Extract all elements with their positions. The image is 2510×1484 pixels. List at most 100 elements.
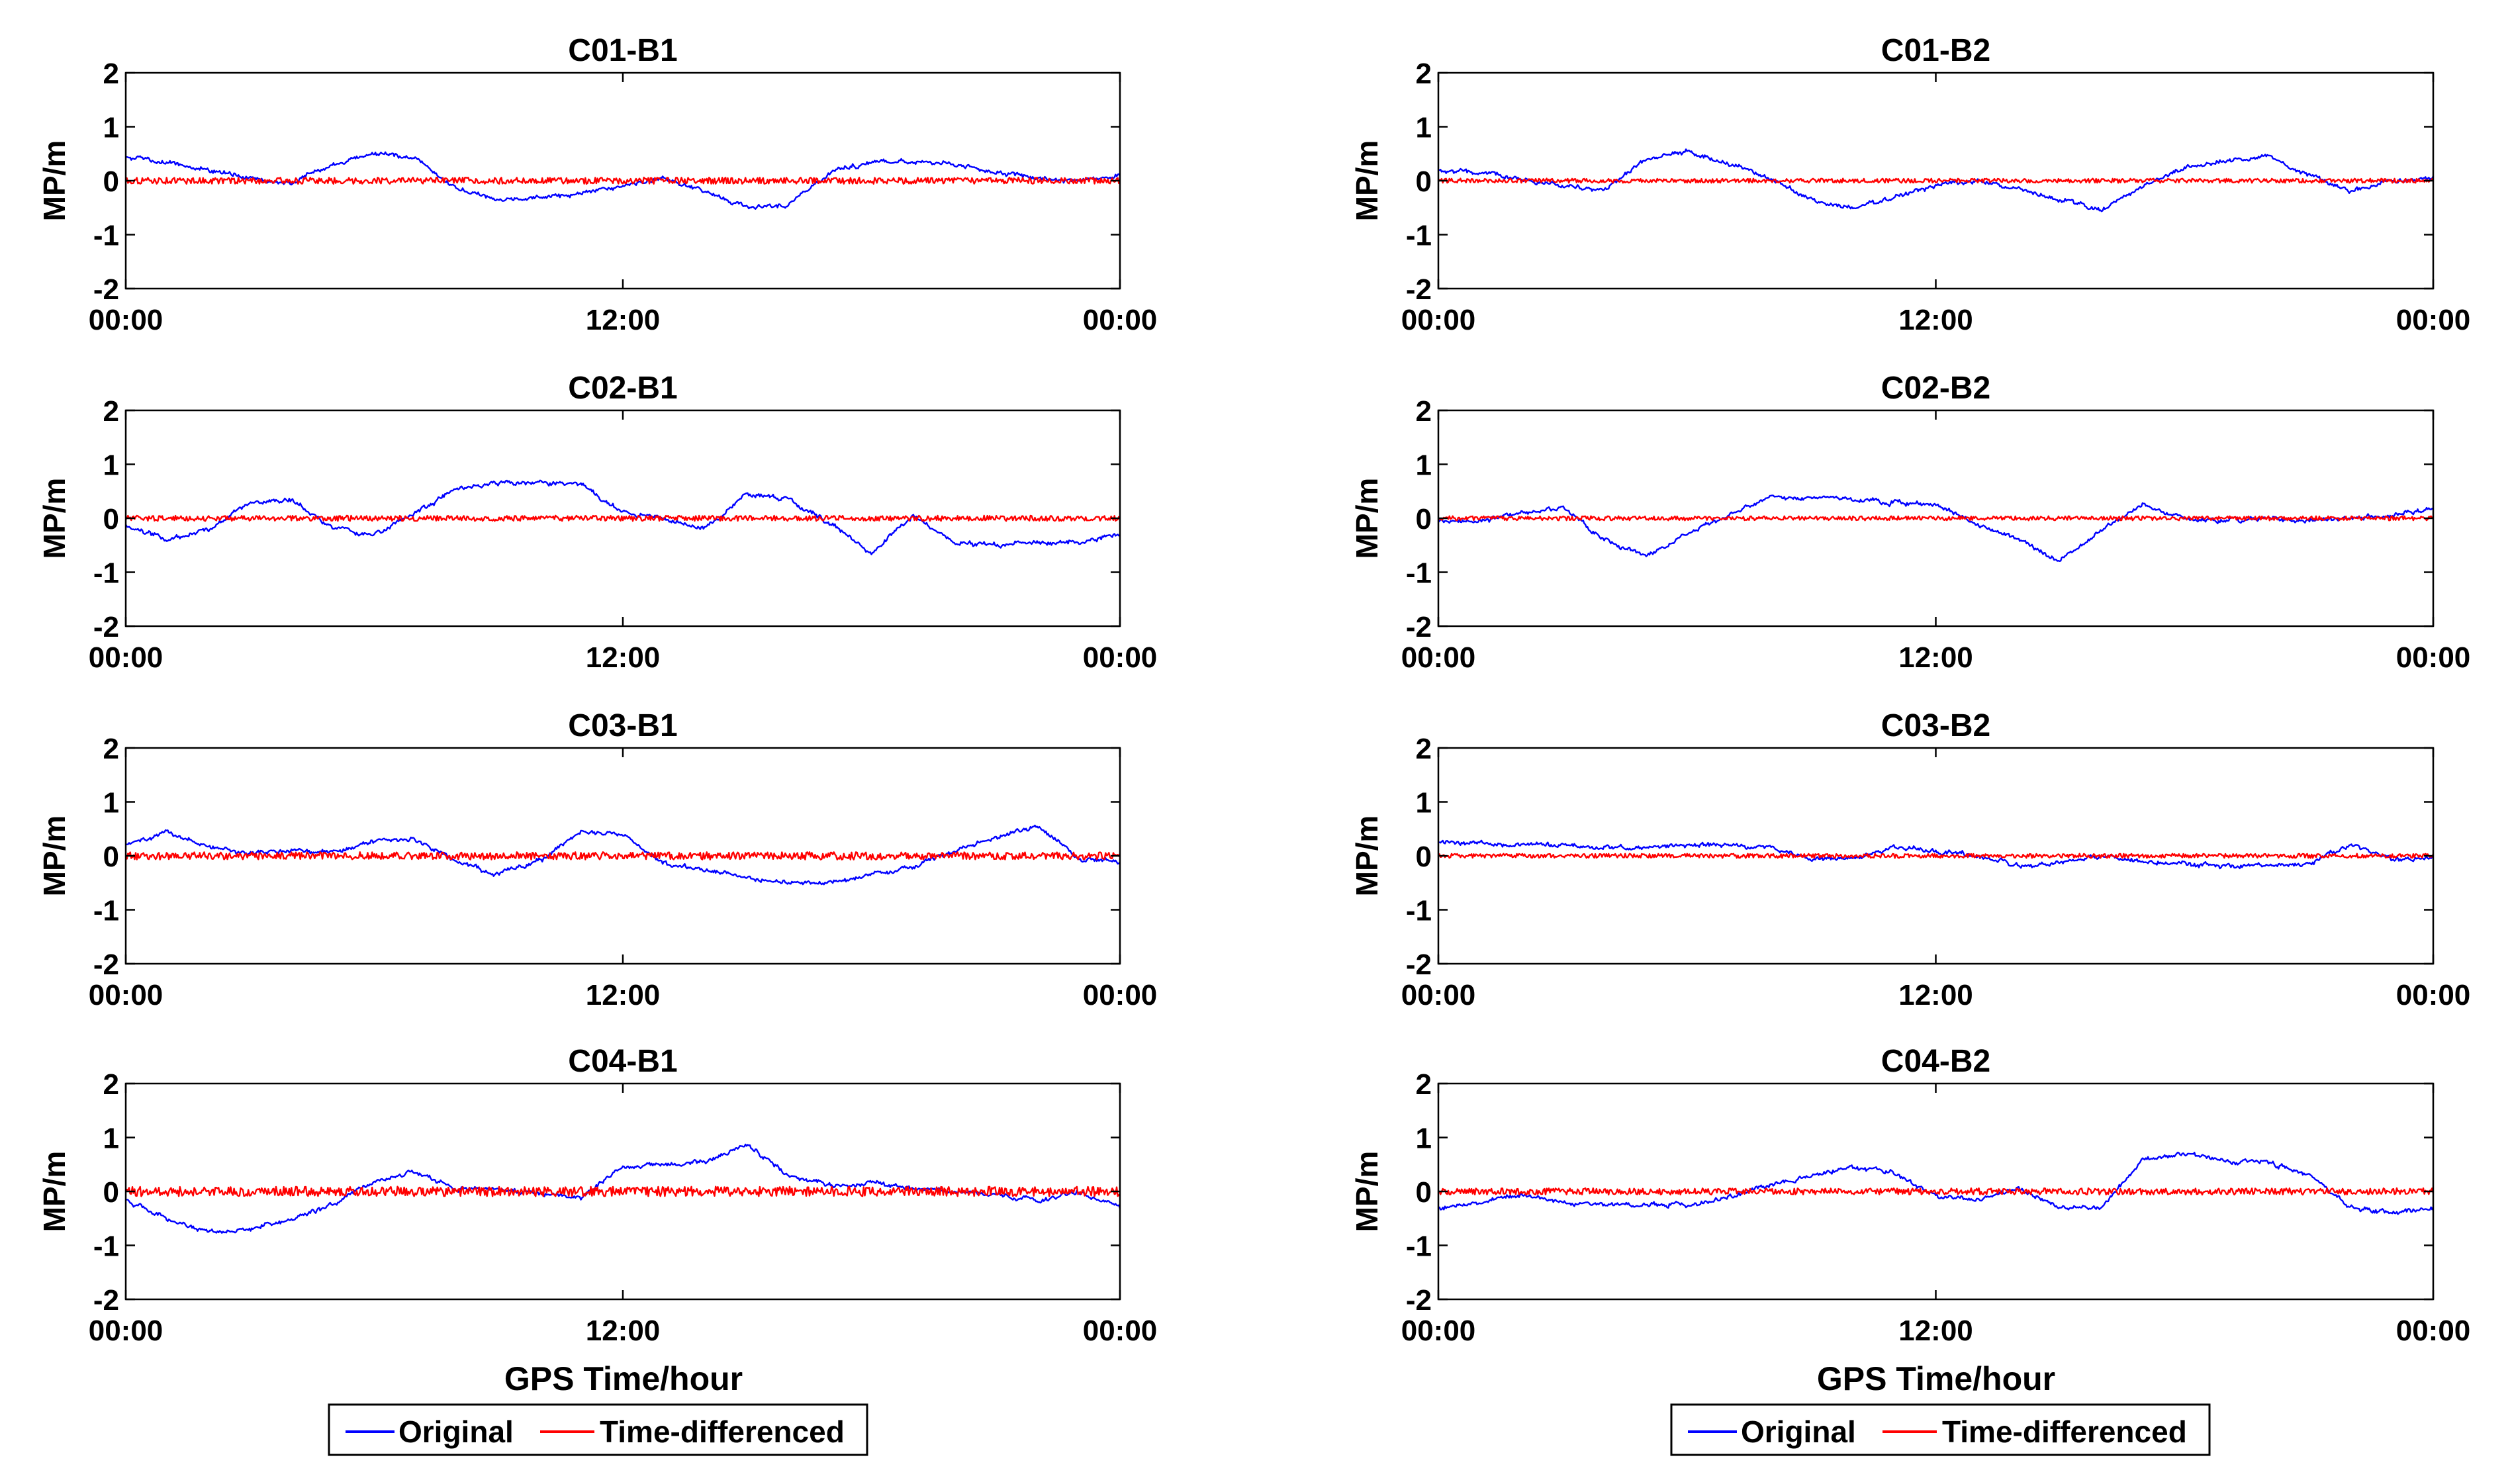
y-tick-label: 2 — [1416, 1068, 1432, 1101]
y-tick-label: 1 — [103, 1123, 119, 1155]
y-tick-label: 2 — [1416, 58, 1432, 90]
y-tick-label: 0 — [1416, 1176, 1432, 1209]
y-tick-label: 1 — [1416, 112, 1432, 144]
y-tick-label: -2 — [93, 273, 119, 306]
y-axis-label: MP/m — [1350, 1151, 1384, 1232]
y-tick-label: -1 — [93, 220, 119, 252]
x-tick-label: 00:00 — [1401, 641, 1476, 674]
x-tick-label: 00:00 — [1083, 641, 1158, 674]
legend-left: Original Time-differenced — [328, 1403, 868, 1456]
y-tick-label: 1 — [103, 787, 119, 819]
series-line-time-differenced — [124, 176, 1121, 185]
y-tick-label: -1 — [93, 1230, 119, 1263]
x-tick-label: 12:00 — [1898, 641, 1973, 674]
y-tick-label: -2 — [1406, 949, 1432, 981]
series-line-original — [1438, 1151, 2435, 1215]
series-line-time-differenced — [1437, 853, 2435, 859]
y-tick-label: 1 — [103, 449, 119, 482]
subplot-title: C04-B2 — [1881, 1044, 1990, 1079]
x-tick-label: 12:00 — [1898, 304, 1973, 336]
x-tick-label: 00:00 — [1083, 304, 1158, 336]
x-tick-label: 12:00 — [586, 1315, 661, 1347]
series-line-time-differenced — [1437, 177, 2435, 184]
y-axis-label: MP/m — [1350, 478, 1384, 559]
legend-label-original: Original — [1741, 1414, 1856, 1449]
x-tick-label: 12:00 — [586, 304, 661, 336]
x-tick-label: 00:00 — [1401, 1315, 1476, 1347]
y-tick-label: 1 — [1416, 449, 1432, 482]
y-tick-label: 2 — [103, 1068, 119, 1101]
legend-label-time-differenced: Time-differenced — [600, 1414, 845, 1449]
y-tick-label: -1 — [1406, 557, 1432, 590]
y-tick-label: -1 — [1406, 1230, 1432, 1263]
series-line-time-differenced — [124, 1185, 1121, 1197]
subplot-title: C04-B1 — [568, 1044, 677, 1079]
subplot-title: C02-B2 — [1881, 371, 1990, 406]
subplot-title: C02-B1 — [568, 371, 677, 406]
x-tick-label: 00:00 — [89, 979, 163, 1011]
y-axis-label: MP/m — [1350, 140, 1384, 222]
x-tick-label: 12:00 — [1898, 1315, 1973, 1347]
x-tick-label: 00:00 — [89, 641, 163, 674]
y-tick-label: 2 — [103, 733, 119, 765]
x-tick-label: 12:00 — [1898, 979, 1973, 1011]
y-tick-label: 1 — [1416, 787, 1432, 819]
series-line-original — [1438, 494, 2434, 562]
y-tick-label: 2 — [103, 58, 119, 90]
x-tick-label: 12:00 — [586, 979, 661, 1011]
y-tick-label: 1 — [103, 112, 119, 144]
x-tick-label: 00:00 — [2396, 641, 2471, 674]
y-tick-label: -1 — [1406, 220, 1432, 252]
series-line-time-differenced — [1438, 515, 2434, 522]
series-line-time-differenced — [124, 851, 1121, 860]
x-tick-label: 00:00 — [2396, 304, 2471, 336]
x-tick-label: 00:00 — [2396, 979, 2471, 1011]
series-line-time-differenced — [1438, 1187, 2435, 1196]
series-line-original — [125, 1143, 1121, 1234]
subplot-title: C03-B1 — [568, 708, 677, 743]
subplot-title: C01-B1 — [568, 33, 677, 68]
y-tick-label: -2 — [1406, 1284, 1432, 1317]
subplot-title: C03-B2 — [1881, 708, 1990, 743]
y-tick-label: 0 — [103, 1176, 119, 1209]
y-tick-label: -2 — [1406, 611, 1432, 643]
y-tick-label: -2 — [1406, 273, 1432, 306]
y-tick-label: -2 — [93, 611, 119, 643]
y-tick-label: 1 — [1416, 1123, 1432, 1155]
y-tick-label: 2 — [1416, 733, 1432, 765]
legend-label-original: Original — [398, 1414, 514, 1449]
y-axis-label: MP/m — [37, 478, 71, 559]
y-tick-label: -1 — [93, 557, 119, 590]
series-line-time-differenced — [125, 514, 1121, 522]
y-tick-label: 0 — [1416, 841, 1432, 873]
y-tick-label: 0 — [1416, 165, 1432, 198]
series-line-original — [125, 151, 1121, 210]
x-tick-label: 00:00 — [89, 304, 163, 336]
y-tick-label: 2 — [1416, 395, 1432, 428]
subplot-title: C01-B2 — [1881, 33, 1990, 68]
x-tick-label: 00:00 — [1083, 1315, 1158, 1347]
x-tick-label: 00:00 — [2396, 1315, 2471, 1347]
y-tick-label: -1 — [93, 895, 119, 927]
y-axis-label: MP/m — [1350, 815, 1384, 897]
y-tick-label: 0 — [1416, 503, 1432, 535]
x-tick-label: 00:00 — [89, 1315, 163, 1347]
x-tick-label: 00:00 — [1083, 979, 1158, 1011]
x-axis-label-left: GPS Time/hour — [504, 1360, 743, 1397]
y-axis-label: MP/m — [37, 815, 71, 897]
y-tick-label: 0 — [103, 165, 119, 198]
y-tick-label: 0 — [103, 841, 119, 873]
legend-right: Original Time-differenced — [1670, 1403, 2211, 1456]
x-tick-label: 12:00 — [586, 641, 661, 674]
legend-box — [328, 1403, 868, 1456]
